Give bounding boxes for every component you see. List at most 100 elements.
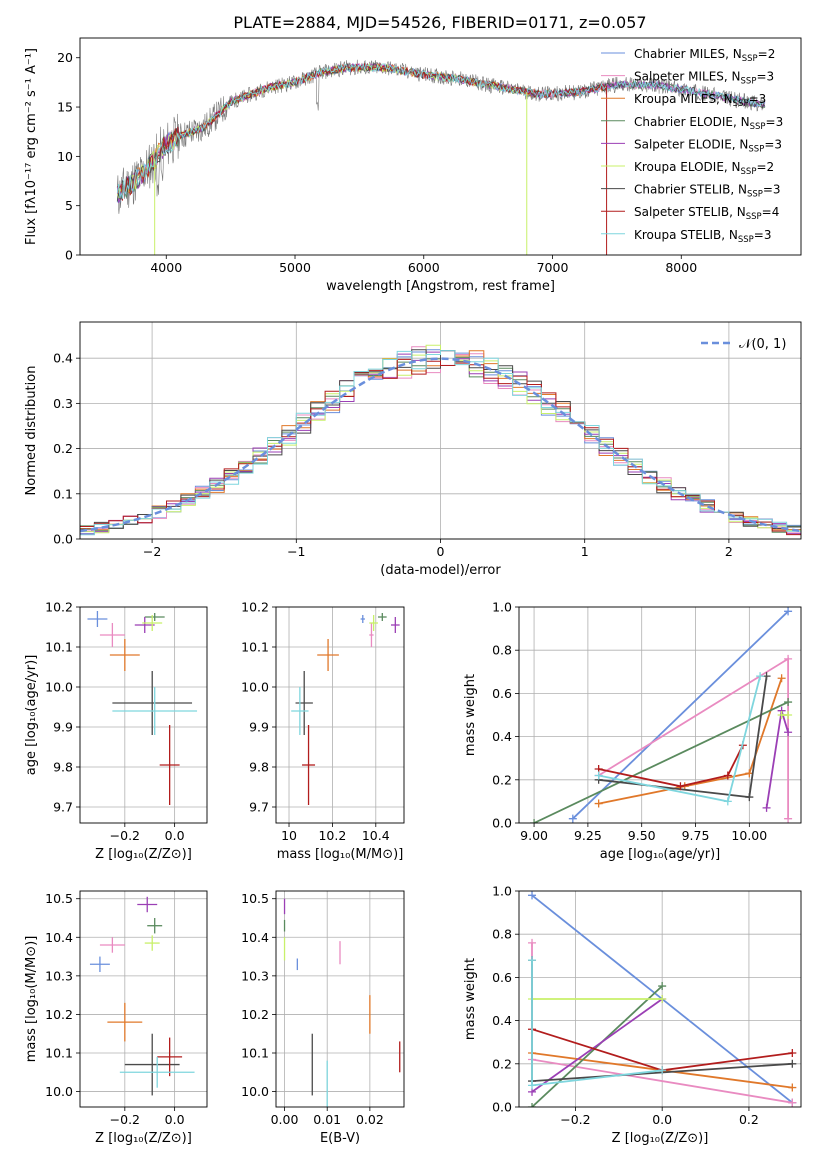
y-tick-label: 9.7 [53, 800, 73, 815]
x-tick-label: 0.0 [652, 1112, 672, 1127]
series-marker [723, 797, 732, 806]
legend-entry: 𝒩(0, 1) [739, 337, 786, 352]
y-tick-label: 1.0 [492, 884, 512, 899]
series-marker [530, 819, 539, 823]
x-tick-label: 0.02 [356, 1112, 384, 1127]
y-tick-label: 0.0 [492, 1100, 512, 1115]
plot-area [116, 59, 766, 255]
y-tick-label: 0.6 [492, 686, 512, 701]
y-tick-label: 10.2 [241, 1007, 269, 1022]
series-c2 [594, 654, 793, 823]
series-marker [788, 1049, 797, 1057]
series-marker [528, 938, 537, 947]
y-axis-label: age [log₁₀(age/yr)] [24, 655, 39, 776]
errorbar-point [377, 613, 387, 621]
errorbar-point [144, 935, 160, 951]
y-tick-label: 10.5 [241, 891, 269, 906]
series-marker [528, 956, 537, 965]
y-tick-label: 0.8 [492, 927, 512, 942]
series-marker [658, 982, 667, 991]
legend-entry: Chabrier STELIB, NSSP=3 [634, 183, 781, 200]
y-tick-label: 10.2 [45, 600, 73, 615]
y-axis-label: mass weight [463, 958, 478, 1040]
plot-area [530, 607, 793, 823]
x-tick-label: 0 [437, 544, 445, 559]
panel-mass_vs_EBV: 0.00 0.01 0.02 10.0 10.1 10.2 10.3 10.4 10.5 E(B-… [241, 890, 405, 1146]
x-tick-label: 5000 [279, 260, 311, 275]
y-tick-label: 9.7 [249, 800, 269, 815]
x-tick-label: −0.2 [110, 1112, 140, 1127]
x-tick-label: 0.0 [165, 1112, 185, 1127]
y-tick-label: 10 [57, 149, 73, 164]
series-marker [528, 1103, 537, 1107]
y-tick-label: 0.2 [53, 441, 73, 456]
errorbar-point [302, 725, 316, 805]
y-tick-label: 10.2 [45, 1007, 73, 1022]
errorbar-point [99, 937, 125, 953]
series-c6 [777, 711, 793, 719]
x-tick-label: 2 [725, 544, 733, 559]
errorbar-point [109, 639, 140, 671]
axes-frame [79, 321, 802, 540]
axes-frame [275, 606, 405, 824]
model-line-8 [116, 62, 766, 199]
series-marker [568, 814, 577, 823]
y-tick-label: 10.0 [45, 1084, 73, 1099]
series-marker [676, 782, 685, 791]
series-marker [762, 803, 771, 812]
x-axis-label: age [log₁₀(age/yr)] [600, 847, 721, 862]
panel-massweight_vs_Z: −0.2 0.0 0.2 0.0 0.2 0.4 0.6 0.8 1.0 Z [log₁₀(Z/Z… [463, 884, 802, 1146]
y-tick-label: 0 [65, 248, 73, 263]
y-axis-label: mass [log₁₀(M/M⊙)] [24, 936, 39, 1063]
x-tick-label: 9.00 [520, 828, 548, 843]
y-tick-label: 10.3 [241, 968, 269, 983]
series-c9 [528, 956, 667, 1090]
axes-frame [79, 606, 208, 824]
x-tick-label: 9.75 [682, 828, 710, 843]
x-tick-label: −1 [287, 544, 305, 559]
x-tick-label: −2 [143, 544, 161, 559]
y-tick-label: 10.0 [45, 680, 73, 695]
axes-frame [518, 606, 802, 824]
errorbar-point [142, 615, 163, 631]
y-axis-label: Flux [fλ10⁻¹⁷ erg cm⁻² s⁻¹ A⁻¹] [24, 48, 39, 245]
legend-entry: Chabrier ELODIE, NSSP=3 [634, 115, 783, 132]
x-tick-label: 10.00 [731, 828, 767, 843]
y-axis-label: mass weight [463, 674, 478, 756]
x-tick-label: 0.2 [739, 1112, 759, 1127]
errorbar-point [107, 1002, 143, 1042]
plot-area [291, 613, 400, 805]
series-c1 [568, 607, 793, 823]
series-marker [788, 1083, 797, 1092]
errorbar-point [119, 1056, 195, 1088]
x-tick-label: 7000 [537, 260, 569, 275]
x-axis-label: wavelength [Angstrom, rest frame] [326, 279, 555, 294]
x-axis-label: mass [log₁₀(M/M⊙)] [277, 847, 404, 862]
y-tick-label: 10.1 [45, 640, 73, 655]
y-tick-label: 1.0 [492, 600, 512, 615]
y-tick-label: 10.5 [45, 891, 73, 906]
plot-area [80, 344, 801, 536]
errorbar-point [87, 611, 108, 627]
series-c4 [530, 698, 793, 823]
y-tick-label: 0.2 [492, 772, 512, 787]
series-marker [784, 607, 793, 616]
series-marker [594, 799, 603, 808]
axes-frame [518, 890, 802, 1108]
errorbar-point [159, 725, 180, 805]
errorbar-point [147, 918, 163, 934]
series-marker [788, 1098, 797, 1107]
series-marker [784, 654, 793, 663]
errorbar-point [390, 617, 400, 633]
chart-title: PLATE=2884, MJD=54526, FIBERID=0171, z=0… [233, 13, 646, 32]
y-tick-label: 0.8 [492, 643, 512, 658]
legend-entry: Kroupa ELODIE, NSSP=2 [634, 160, 774, 177]
legend-entry: Kroupa MILES, NSSP=3 [634, 92, 766, 109]
y-tick-label: 10.4 [241, 930, 269, 945]
y-tick-label: 10.2 [241, 600, 269, 615]
series-c8 [594, 741, 747, 791]
plot-area [283, 898, 401, 1107]
series-c3 [594, 674, 786, 808]
y-tick-label: 9.9 [249, 720, 269, 735]
